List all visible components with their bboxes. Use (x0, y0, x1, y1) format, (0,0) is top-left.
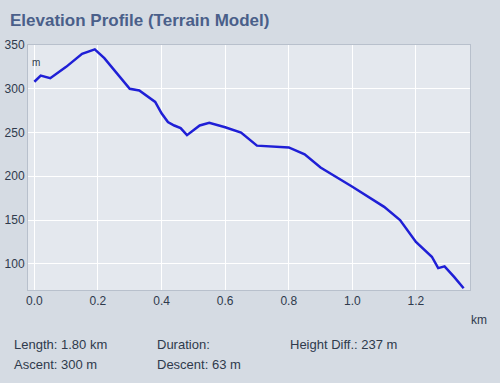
svg-text:0.8: 0.8 (280, 294, 297, 308)
svg-text:300: 300 (5, 82, 25, 96)
svg-text:150: 150 (5, 213, 25, 227)
svg-text:Elevation Profile (Terrain Mod: Elevation Profile (Terrain Model) (10, 11, 269, 30)
svg-text:1.0: 1.0 (344, 294, 361, 308)
svg-text:0.6: 0.6 (217, 294, 234, 308)
svg-text:350: 350 (5, 38, 25, 52)
svg-text:m: m (32, 57, 40, 68)
svg-text:200: 200 (5, 169, 25, 183)
svg-text:km: km (471, 313, 487, 327)
svg-text:250: 250 (5, 126, 25, 140)
svg-text:Duration:: Duration: (157, 337, 210, 352)
svg-text:Ascent: 300 m: Ascent: 300 m (14, 357, 97, 372)
svg-text:0.2: 0.2 (90, 294, 107, 308)
svg-text:0.0: 0.0 (26, 294, 43, 308)
svg-text:100: 100 (5, 257, 25, 271)
svg-text:0.4: 0.4 (153, 294, 170, 308)
svg-text:Height Diff.: 237 m: Height Diff.: 237 m (290, 337, 397, 352)
svg-text:1.2: 1.2 (408, 294, 425, 308)
svg-text:Length: 1.80 km: Length: 1.80 km (14, 337, 107, 352)
svg-text:Descent: 63 m: Descent: 63 m (157, 357, 241, 372)
